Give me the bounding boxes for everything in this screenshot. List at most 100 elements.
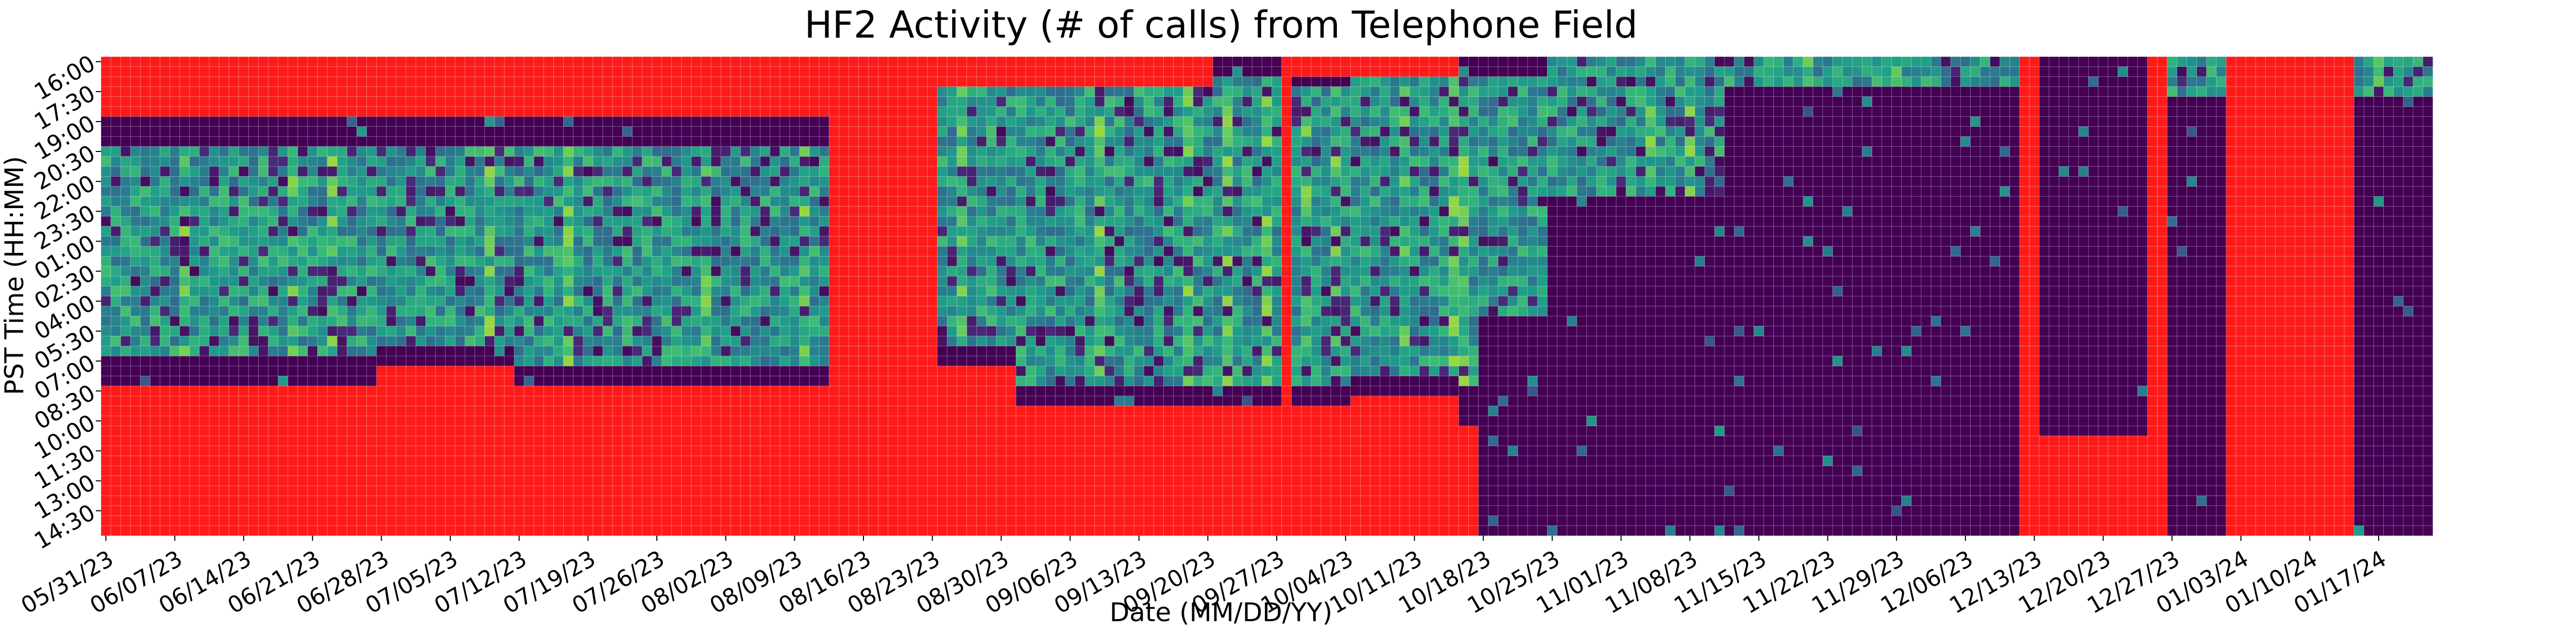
heatmap-cell: [839, 296, 849, 306]
heatmap-cell: [239, 356, 249, 367]
heatmap-cell: [435, 416, 446, 426]
heatmap-cell: [484, 196, 495, 207]
heatmap-cell: [474, 436, 485, 447]
heatmap-cell: [219, 66, 229, 77]
heatmap-cell: [858, 66, 869, 77]
heatmap-cell: [967, 206, 977, 217]
heatmap-cell: [140, 416, 150, 426]
heatmap-cell: [553, 446, 564, 456]
heatmap-cell: [602, 196, 613, 207]
heatmap-cell: [179, 505, 190, 516]
heatmap-cell: [268, 316, 279, 327]
heatmap-cell: [376, 486, 387, 496]
heatmap-cell: [396, 396, 406, 406]
heatmap-cell: [563, 446, 574, 456]
heatmap-cell: [347, 306, 357, 317]
heatmap-cell: [514, 316, 524, 327]
heatmap-cell: [652, 236, 662, 247]
heatmap-cell: [750, 396, 760, 406]
heatmap-cell: [278, 336, 289, 347]
heatmap-cell: [671, 216, 682, 227]
heatmap-cell: [563, 176, 574, 187]
heatmap-cell: [287, 366, 298, 377]
heatmap-cell: [750, 376, 760, 386]
heatmap-cell: [366, 496, 377, 506]
heatmap-cell: [671, 156, 682, 167]
heatmap-cell: [740, 456, 751, 466]
heatmap-cell: [101, 496, 111, 506]
heatmap-cell: [878, 66, 889, 77]
heatmap-cell: [179, 326, 190, 336]
heatmap-cell: [642, 286, 652, 297]
heatmap-cell: [1055, 436, 1065, 447]
heatmap-cell: [1006, 156, 1016, 167]
heatmap-cell: [740, 196, 751, 207]
heatmap-cell: [937, 416, 947, 426]
heatmap-cell: [740, 96, 751, 107]
heatmap-cell: [189, 525, 200, 536]
heatmap-cell: [789, 236, 800, 247]
heatmap-cell: [534, 186, 544, 197]
heatmap-cell: [779, 116, 790, 127]
heatmap-cell: [534, 346, 544, 356]
heatmap-cell: [544, 236, 554, 247]
heatmap-cell: [514, 436, 524, 447]
heatmap-cell: [858, 505, 869, 516]
heatmap-cell: [484, 496, 495, 506]
heatmap-cell: [918, 196, 928, 207]
heatmap-cell: [1065, 166, 1076, 177]
heatmap-cell: [760, 396, 770, 406]
heatmap-cell: [592, 106, 603, 117]
heatmap-cell: [544, 386, 554, 397]
heatmap-cell: [760, 66, 770, 77]
heatmap-cell: [918, 416, 928, 426]
heatmap-cell: [435, 436, 446, 447]
heatmap-cell: [986, 406, 997, 416]
heatmap-cell: [278, 406, 289, 416]
heatmap-cell: [258, 436, 269, 447]
heatmap-cell: [731, 96, 741, 107]
heatmap-cell: [130, 66, 141, 77]
heatmap-cell: [406, 156, 416, 167]
heatmap-cell: [544, 226, 554, 237]
heatmap-cell: [366, 226, 377, 237]
heatmap-cell: [465, 76, 476, 87]
heatmap-cell: [750, 276, 760, 287]
heatmap-cell: [897, 416, 908, 426]
heatmap-cell: [1006, 475, 1016, 486]
heatmap-cell: [671, 425, 682, 436]
heatmap-cell: [839, 266, 849, 277]
heatmap-cell: [376, 206, 387, 217]
heatmap-cell: [219, 396, 229, 406]
heatmap-cell: [327, 87, 337, 97]
heatmap-cell: [681, 206, 692, 217]
heatmap-cell: [976, 475, 987, 486]
heatmap-cell: [849, 106, 859, 117]
heatmap-cell: [691, 166, 702, 177]
heatmap-cell: [878, 256, 889, 267]
heatmap-cell: [622, 425, 633, 436]
heatmap-cell: [445, 505, 455, 516]
heatmap-cell: [209, 226, 219, 237]
heatmap-cell: [878, 366, 889, 377]
heatmap-cell: [248, 166, 259, 177]
heatmap-cell: [858, 386, 869, 397]
heatmap-cell: [376, 366, 387, 377]
heatmap-cell: [337, 266, 347, 277]
heatmap-cell: [327, 186, 337, 197]
heatmap-cell: [287, 516, 298, 526]
heatmap-cell: [484, 386, 495, 397]
heatmap-cell: [613, 386, 623, 397]
heatmap-cell: [1026, 186, 1036, 197]
heatmap-cell: [878, 87, 889, 97]
heatmap-cell: [662, 196, 672, 207]
heatmap-cell: [829, 66, 839, 77]
heatmap-cell: [455, 96, 465, 107]
heatmap-cell: [563, 346, 574, 356]
heatmap-cell: [297, 266, 308, 277]
heatmap-cell: [740, 116, 751, 127]
heatmap-cell: [189, 326, 200, 336]
heatmap-cell: [652, 396, 662, 406]
heatmap-cell: [731, 236, 741, 247]
heatmap-cell: [229, 436, 239, 447]
